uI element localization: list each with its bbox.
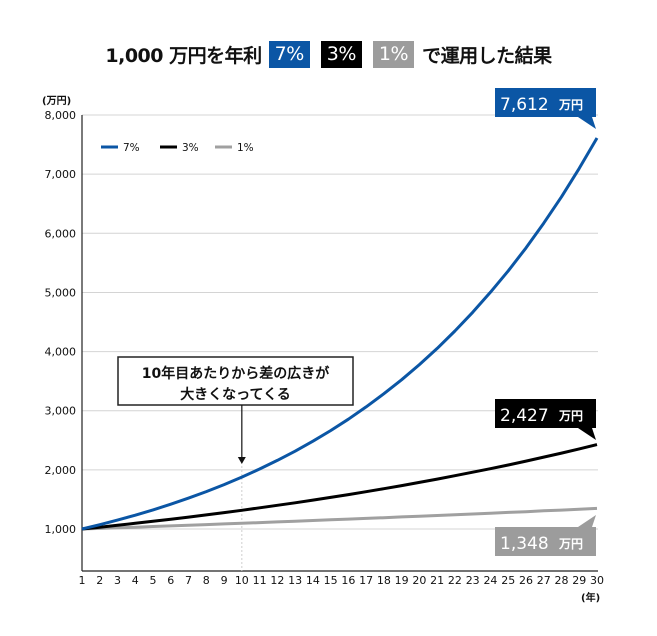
x-tick-label: 20 xyxy=(412,574,426,587)
callout-3-percent: 2,427 万円 xyxy=(495,399,596,440)
x-tick-label: 10 xyxy=(235,574,249,587)
badge-3-percent: 3% xyxy=(320,40,362,68)
x-tick-label: 7 xyxy=(185,574,192,587)
legend: 7% 3% 1% xyxy=(101,142,254,154)
annotation-line-2: 大きくなってくる xyxy=(180,386,291,403)
x-tick-label: 1 xyxy=(79,574,86,587)
x-tick-label: 23 xyxy=(466,574,480,587)
callout-value: 1,348 xyxy=(500,534,549,554)
callout-pointer xyxy=(578,117,596,129)
badge-1-percent: 1% xyxy=(372,40,415,68)
x-tick-label: 26 xyxy=(519,574,533,587)
x-tick-label: 14 xyxy=(306,574,320,587)
x-tick-label: 5 xyxy=(150,574,157,587)
x-tick-label: 13 xyxy=(288,574,302,587)
x-tick-label: 18 xyxy=(377,574,391,587)
y-axis-unit-label: (万円) xyxy=(42,95,71,107)
x-tick-label: 3 xyxy=(114,574,121,587)
y-tick-label: 2,000 xyxy=(45,464,77,477)
callout-box xyxy=(495,399,596,428)
x-tick-label: 4 xyxy=(132,574,139,587)
x-tick-label: 16 xyxy=(341,574,355,587)
y-tick-label: 3,000 xyxy=(45,405,77,418)
end-value-callouts: 7,612 万円 2,427 万円 1,348 万円 xyxy=(495,88,596,556)
y-tick-labels: 1,000 2,000 3,000 4,000 5,000 6,000 7,000 8,000 xyxy=(45,109,77,536)
chart-title: 1,000 万円を年利 7% 3% 1% で運用した結果 xyxy=(0,38,657,70)
callout-pointer xyxy=(578,515,596,527)
y-tick-label: 6,000 xyxy=(45,227,77,240)
x-tick-label: 2 xyxy=(96,574,103,587)
callout-value: 7,612 xyxy=(500,95,549,115)
callout-unit: 万円 xyxy=(558,409,583,423)
x-tick-label: 19 xyxy=(395,574,409,587)
x-tick-label: 24 xyxy=(483,574,497,587)
annotation-line-1: 10年目あたりから差の広きが xyxy=(142,365,330,382)
title-prefix: 1,000 万円を年利 xyxy=(105,44,262,67)
legend-label: 1% xyxy=(237,142,254,154)
x-tick-label: 28 xyxy=(554,574,568,587)
legend-item: 3% xyxy=(160,142,199,154)
x-tick-label: 9 xyxy=(221,574,228,587)
x-tick-label: 21 xyxy=(430,574,444,587)
callout-box xyxy=(495,88,596,117)
series-line-7-percent xyxy=(81,137,599,531)
series-line-1-percent xyxy=(81,506,598,531)
gridlines xyxy=(82,114,598,530)
y-tick-label: 4,000 xyxy=(45,346,77,359)
callout-box xyxy=(495,527,596,556)
series-lines xyxy=(81,137,599,531)
x-tick-label: 6 xyxy=(167,574,174,587)
x-tick-labels: 1 2 3 4 5 6 7 8 9 10 11 12 13 14 15 16 17 18 19 20 21 22 23 24 2… xyxy=(79,574,605,587)
y-tick-label: 1,000 xyxy=(45,523,77,536)
x-tick-label: 17 xyxy=(359,574,373,587)
x-tick-label: 22 xyxy=(448,574,462,587)
x-tick-label: 27 xyxy=(537,574,551,587)
callout-1-percent: 1,348 万円 xyxy=(495,515,596,556)
legend-item: 7% xyxy=(101,142,140,154)
annotation-box xyxy=(117,356,354,406)
annotation-arrow-head xyxy=(237,457,246,464)
legend-item: 1% xyxy=(215,142,254,154)
legend-label: 7% xyxy=(123,142,140,154)
callout-7-percent: 7,612 万円 xyxy=(495,88,596,129)
x-tick-label: 8 xyxy=(203,574,210,587)
callout-unit: 万円 xyxy=(558,98,583,112)
callout-value: 2,427 xyxy=(500,406,549,426)
x-tick-label: 11 xyxy=(253,574,267,587)
x-tick-label: 25 xyxy=(501,574,515,587)
series-line-3-percent xyxy=(81,443,598,531)
callout-unit: 万円 xyxy=(558,537,583,551)
x-tick-label: 12 xyxy=(270,574,284,587)
badge-7-percent: 7% xyxy=(268,40,310,68)
y-tick-label: 7,000 xyxy=(45,168,77,181)
legend-label: 3% xyxy=(182,142,199,154)
title-suffix: で運用した結果 xyxy=(422,44,552,67)
x-axis-unit-label: (年) xyxy=(581,591,600,604)
callout-pointer xyxy=(578,428,596,440)
x-tick-label: 29 xyxy=(572,574,586,587)
y-tick-label: 5,000 xyxy=(45,286,77,299)
y-tick-label: 8,000 xyxy=(45,109,77,122)
x-tick-label: 30 xyxy=(590,574,604,587)
x-tick-label: 15 xyxy=(324,574,338,587)
axes xyxy=(81,115,598,572)
